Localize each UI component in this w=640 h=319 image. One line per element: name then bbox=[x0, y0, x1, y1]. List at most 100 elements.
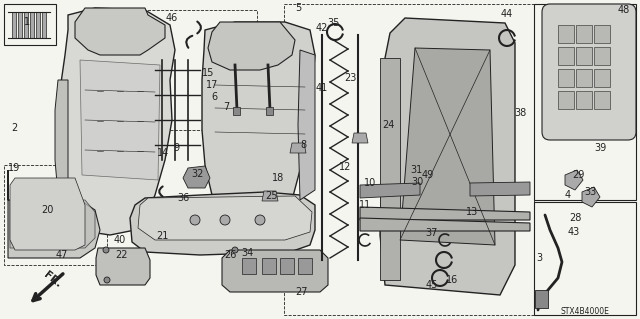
Text: 1: 1 bbox=[24, 17, 30, 27]
Text: 3: 3 bbox=[536, 253, 542, 263]
Text: 23: 23 bbox=[344, 73, 356, 83]
Polygon shape bbox=[208, 22, 295, 70]
Polygon shape bbox=[558, 91, 574, 109]
Text: 49: 49 bbox=[422, 170, 434, 180]
Text: 41: 41 bbox=[316, 83, 328, 93]
Text: 33: 33 bbox=[584, 187, 596, 197]
Polygon shape bbox=[202, 22, 315, 225]
Polygon shape bbox=[280, 258, 294, 274]
Text: 26: 26 bbox=[224, 250, 236, 260]
Text: 24: 24 bbox=[382, 120, 394, 130]
Text: 16: 16 bbox=[446, 275, 458, 285]
Polygon shape bbox=[565, 170, 583, 190]
Text: 21: 21 bbox=[156, 231, 168, 241]
Text: 6: 6 bbox=[211, 92, 217, 102]
Polygon shape bbox=[96, 248, 150, 285]
Polygon shape bbox=[576, 25, 592, 43]
Polygon shape bbox=[10, 200, 95, 248]
FancyBboxPatch shape bbox=[542, 4, 636, 140]
Polygon shape bbox=[380, 58, 400, 280]
Polygon shape bbox=[360, 218, 530, 231]
Text: 29: 29 bbox=[572, 170, 584, 180]
Text: 18: 18 bbox=[272, 173, 284, 183]
Polygon shape bbox=[242, 258, 256, 274]
Text: 40: 40 bbox=[114, 235, 126, 245]
Text: 34: 34 bbox=[241, 248, 253, 258]
Text: 27: 27 bbox=[295, 287, 307, 297]
Polygon shape bbox=[360, 207, 530, 220]
Text: 45: 45 bbox=[426, 280, 438, 290]
Polygon shape bbox=[558, 25, 574, 43]
Text: 19: 19 bbox=[8, 163, 20, 173]
Polygon shape bbox=[18, 12, 22, 38]
Text: 4: 4 bbox=[565, 190, 571, 200]
Polygon shape bbox=[290, 143, 306, 153]
Circle shape bbox=[255, 215, 265, 225]
Circle shape bbox=[104, 277, 110, 283]
Polygon shape bbox=[594, 69, 610, 87]
Polygon shape bbox=[594, 47, 610, 65]
Polygon shape bbox=[8, 170, 100, 258]
Polygon shape bbox=[576, 47, 592, 65]
Text: 37: 37 bbox=[426, 228, 438, 238]
Polygon shape bbox=[400, 48, 495, 245]
Polygon shape bbox=[262, 258, 276, 274]
Text: 12: 12 bbox=[339, 162, 351, 172]
Polygon shape bbox=[470, 182, 530, 196]
Text: FR.: FR. bbox=[42, 270, 63, 290]
Polygon shape bbox=[594, 91, 610, 109]
Polygon shape bbox=[558, 47, 574, 65]
Text: 38: 38 bbox=[514, 108, 526, 118]
Polygon shape bbox=[58, 8, 175, 235]
Circle shape bbox=[232, 247, 238, 253]
Polygon shape bbox=[233, 107, 240, 115]
Text: 36: 36 bbox=[177, 193, 189, 203]
Polygon shape bbox=[380, 18, 515, 295]
Polygon shape bbox=[535, 290, 548, 308]
Text: 2: 2 bbox=[11, 123, 17, 133]
Polygon shape bbox=[298, 258, 312, 274]
Text: 22: 22 bbox=[115, 250, 127, 260]
Polygon shape bbox=[576, 69, 592, 87]
Polygon shape bbox=[42, 12, 46, 38]
Polygon shape bbox=[266, 107, 273, 115]
Polygon shape bbox=[558, 69, 574, 87]
Text: 47: 47 bbox=[56, 250, 68, 260]
Polygon shape bbox=[36, 12, 40, 38]
Text: 42: 42 bbox=[316, 23, 328, 33]
Polygon shape bbox=[10, 178, 85, 250]
Polygon shape bbox=[30, 12, 34, 38]
Text: 43: 43 bbox=[568, 227, 580, 237]
Text: 32: 32 bbox=[192, 169, 204, 179]
Text: 11: 11 bbox=[359, 200, 371, 210]
Text: 31: 31 bbox=[410, 165, 422, 175]
Text: 5: 5 bbox=[295, 3, 301, 13]
Text: 44: 44 bbox=[501, 9, 513, 19]
Text: 15: 15 bbox=[202, 68, 214, 78]
Polygon shape bbox=[576, 91, 592, 109]
Text: 35: 35 bbox=[327, 18, 339, 28]
Text: 20: 20 bbox=[41, 205, 53, 215]
Circle shape bbox=[103, 247, 109, 253]
Polygon shape bbox=[222, 250, 328, 292]
Text: 17: 17 bbox=[206, 80, 218, 90]
Polygon shape bbox=[298, 50, 315, 200]
Text: 28: 28 bbox=[569, 213, 581, 223]
Polygon shape bbox=[55, 80, 68, 200]
Text: 14: 14 bbox=[157, 148, 169, 158]
Text: 9: 9 bbox=[173, 143, 179, 153]
Polygon shape bbox=[360, 183, 420, 198]
Polygon shape bbox=[12, 12, 16, 38]
Polygon shape bbox=[80, 60, 160, 180]
Text: STX4B4000E: STX4B4000E bbox=[561, 308, 609, 316]
Text: 46: 46 bbox=[166, 13, 178, 23]
Polygon shape bbox=[262, 191, 278, 201]
Polygon shape bbox=[352, 133, 368, 143]
Text: 13: 13 bbox=[466, 207, 478, 217]
Text: 7: 7 bbox=[223, 102, 229, 112]
Polygon shape bbox=[24, 12, 28, 38]
Text: 8: 8 bbox=[300, 140, 306, 150]
Polygon shape bbox=[75, 8, 165, 55]
Polygon shape bbox=[594, 25, 610, 43]
Circle shape bbox=[190, 215, 200, 225]
